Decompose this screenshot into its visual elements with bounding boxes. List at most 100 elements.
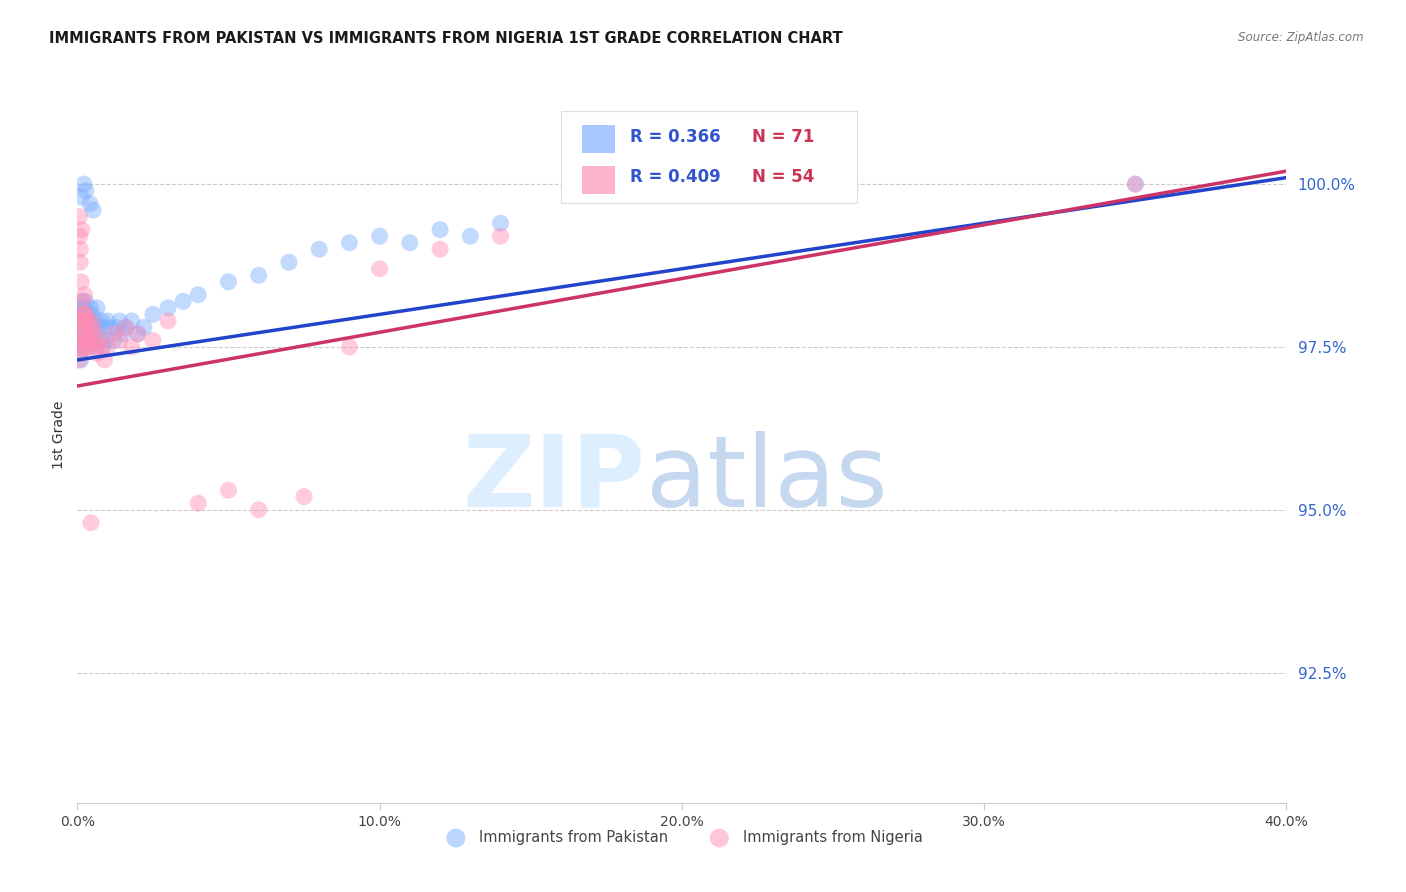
Point <box>75 320 97 334</box>
Point <box>75 294 97 309</box>
Point <box>103 326 125 341</box>
Point <box>77 340 100 354</box>
Text: R = 0.409: R = 0.409 <box>630 169 721 186</box>
Point <box>70 307 93 321</box>
Point <box>80 334 103 348</box>
Point <box>87 320 110 334</box>
Point <box>132 320 155 334</box>
Point <box>429 242 451 256</box>
Point <box>86 346 108 360</box>
Point <box>70 314 93 328</box>
Bar <box>582 166 616 194</box>
Point <box>69 229 91 244</box>
Point <box>70 294 93 309</box>
Point <box>75 334 97 348</box>
Point <box>70 334 93 348</box>
Point <box>89 334 111 348</box>
Point <box>70 320 93 334</box>
Point <box>73 307 96 321</box>
Point <box>458 229 481 244</box>
Point <box>73 301 96 315</box>
Point <box>73 307 96 321</box>
Text: atlas: atlas <box>645 431 887 527</box>
Point <box>368 229 391 244</box>
Point <box>70 223 93 237</box>
Point <box>114 320 136 334</box>
Point <box>82 307 104 321</box>
Point <box>157 314 180 328</box>
Point <box>76 340 98 354</box>
Point <box>70 326 93 341</box>
Text: Source: ZipAtlas.com: Source: ZipAtlas.com <box>1239 31 1364 45</box>
Legend: Immigrants from Pakistan, Immigrants from Nigeria: Immigrants from Pakistan, Immigrants fro… <box>436 824 928 851</box>
Point <box>127 326 149 341</box>
Point <box>218 275 240 289</box>
Point <box>69 255 91 269</box>
Point <box>247 502 270 516</box>
Point <box>72 307 94 321</box>
Point <box>73 340 96 354</box>
Point <box>187 496 209 510</box>
Point <box>489 229 512 244</box>
Point <box>339 340 360 354</box>
Point <box>100 320 122 334</box>
Point <box>72 307 94 321</box>
Point <box>142 334 165 348</box>
Point <box>96 340 118 354</box>
Point <box>75 320 97 334</box>
Point <box>1125 177 1147 191</box>
Text: N = 71: N = 71 <box>752 128 814 145</box>
Point <box>86 301 108 315</box>
Point <box>73 288 96 302</box>
Point <box>69 242 91 256</box>
Point <box>172 294 194 309</box>
Point <box>103 334 125 348</box>
Point <box>94 334 117 348</box>
Point <box>93 320 115 334</box>
Point <box>77 314 100 328</box>
Point <box>142 307 165 321</box>
Point <box>79 326 101 341</box>
Point <box>80 516 103 530</box>
Text: R = 0.366: R = 0.366 <box>630 128 720 145</box>
Point <box>72 314 94 328</box>
Point <box>79 196 101 211</box>
Point <box>121 340 143 354</box>
Point <box>79 326 101 341</box>
Point <box>1125 177 1147 191</box>
Point <box>77 307 100 321</box>
Point <box>70 275 93 289</box>
Point <box>69 334 91 348</box>
Point <box>218 483 240 498</box>
Point <box>70 190 93 204</box>
Point <box>82 320 104 334</box>
Point <box>108 314 131 328</box>
Point <box>82 203 104 218</box>
Y-axis label: 1st Grade: 1st Grade <box>52 401 66 469</box>
Point <box>87 334 110 348</box>
Point <box>111 326 134 341</box>
Point <box>69 346 91 360</box>
Text: ZIP: ZIP <box>463 431 645 527</box>
Point <box>93 353 115 368</box>
Point <box>108 334 131 348</box>
Point <box>75 320 97 334</box>
Text: N = 54: N = 54 <box>752 169 814 186</box>
Point <box>90 314 112 328</box>
Point <box>67 334 90 348</box>
Point <box>121 314 143 328</box>
Point <box>489 216 512 230</box>
Point <box>69 301 91 315</box>
Point <box>84 326 107 341</box>
Point <box>72 340 94 354</box>
Point <box>75 184 97 198</box>
Point <box>84 340 107 354</box>
Point <box>72 334 94 348</box>
Point <box>73 177 96 191</box>
Point <box>79 301 101 315</box>
Point <box>83 340 105 354</box>
Point <box>73 326 96 341</box>
Point <box>127 326 149 341</box>
Point <box>105 320 128 334</box>
Point <box>292 490 315 504</box>
